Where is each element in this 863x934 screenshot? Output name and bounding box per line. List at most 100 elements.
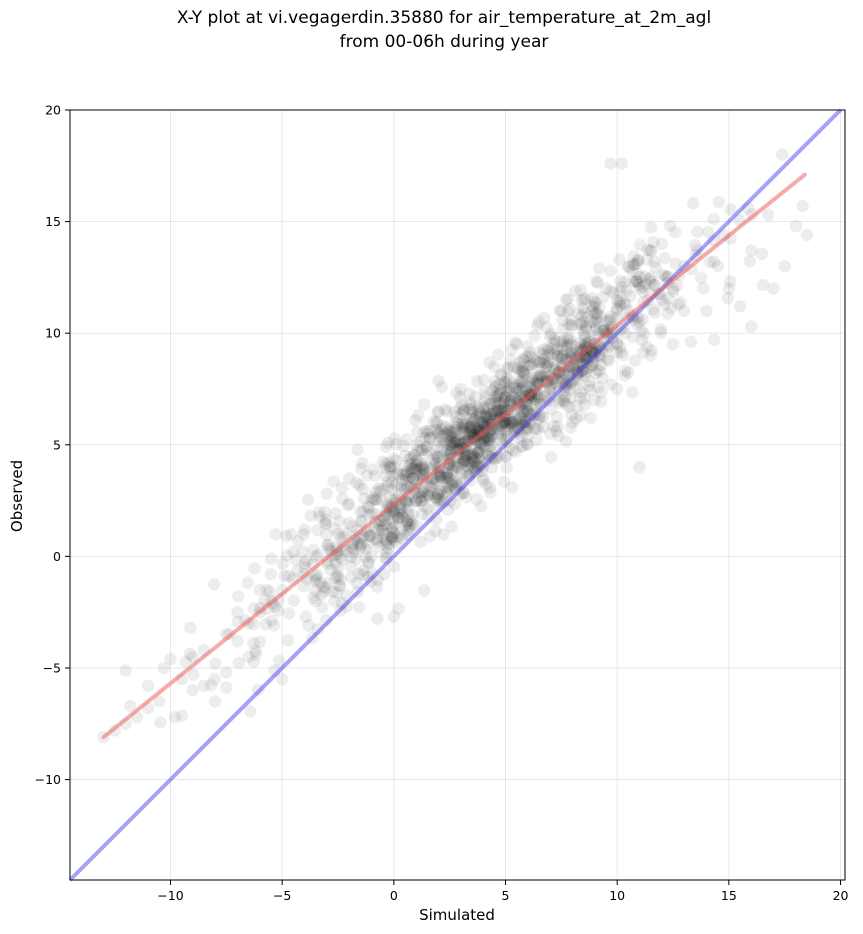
scatter-point <box>694 271 708 285</box>
scatter-point <box>380 551 393 564</box>
scatter-point <box>628 258 641 271</box>
scatter-point <box>557 335 570 348</box>
scatter-point <box>591 307 604 320</box>
scatter-point <box>644 221 658 234</box>
scatter-point <box>663 219 677 232</box>
scatter-point <box>269 527 282 541</box>
scatter-point <box>505 415 518 429</box>
scatter-point <box>745 320 758 333</box>
scatter-point <box>333 579 347 593</box>
scatter-point <box>500 372 514 385</box>
scatter-point <box>361 538 374 551</box>
scatter-point <box>590 275 603 288</box>
scatter-point <box>412 444 425 457</box>
scatter-point <box>409 495 423 508</box>
scatter-point <box>339 527 353 540</box>
scatter-point <box>460 448 473 461</box>
scatter-point <box>432 488 445 501</box>
scatter-point <box>529 408 542 422</box>
scatter-point <box>461 459 474 473</box>
scatter-point <box>516 405 529 418</box>
scatter-point <box>576 316 590 329</box>
scatter-point <box>384 460 397 473</box>
scatter-point <box>610 294 624 307</box>
scatter-point <box>477 395 491 408</box>
scatter-point <box>470 422 484 436</box>
scatter-point <box>571 369 584 383</box>
scatter-point <box>466 461 479 475</box>
scatter-point <box>656 268 669 281</box>
scatter-point <box>558 381 572 394</box>
scatter-point <box>610 336 624 349</box>
scatter-point <box>378 462 392 475</box>
scatter-point <box>484 486 497 499</box>
scatter-point <box>586 359 599 372</box>
scatter-point <box>370 532 384 545</box>
scatter-point <box>514 356 527 369</box>
scatter-point <box>555 349 568 363</box>
scatter-point <box>544 327 558 340</box>
scatter-point <box>208 578 221 591</box>
scatter-point <box>619 364 632 377</box>
scatter-point <box>425 480 438 494</box>
scatter-point <box>688 238 702 252</box>
scatter-point <box>334 550 347 564</box>
scatter-point <box>733 300 747 313</box>
scatter-point <box>362 555 375 569</box>
scatter-point <box>472 415 485 428</box>
scatter-point <box>417 485 430 498</box>
scatter-point <box>549 335 563 348</box>
scatter-point <box>493 396 506 410</box>
scatter-point <box>415 458 429 471</box>
scatter-point <box>443 483 456 496</box>
scatter-point <box>589 320 603 333</box>
scatter-point <box>466 406 480 420</box>
scatter-point <box>587 350 600 363</box>
scatter-point <box>531 374 544 388</box>
scatter-point <box>505 343 518 356</box>
scatter-point <box>157 661 170 675</box>
scatter-point <box>633 238 647 252</box>
scatter-point <box>520 351 533 364</box>
scatter-point <box>330 568 344 582</box>
scatter-point <box>564 338 577 351</box>
scatter-point <box>421 502 434 515</box>
scatter-point <box>416 484 430 497</box>
scatter-point <box>423 425 436 438</box>
scatter-point <box>432 495 445 508</box>
scatter-point <box>468 413 481 427</box>
scatter-point <box>473 459 487 472</box>
scatter-point <box>503 417 516 430</box>
scatter-point <box>232 656 245 670</box>
scatter-point <box>594 310 607 323</box>
scatter-point <box>501 430 514 444</box>
scatter-point <box>386 469 399 482</box>
scatter-point <box>220 681 233 694</box>
scatter-point <box>591 276 604 289</box>
scatter-point <box>401 517 414 530</box>
scatter-point <box>500 450 513 463</box>
scatter-point <box>505 416 519 429</box>
scatter-point <box>397 468 410 481</box>
scatter-point <box>231 635 244 648</box>
scatter-point <box>755 247 769 261</box>
scatter-point <box>462 469 475 482</box>
x-tick-label: 0 <box>390 888 398 903</box>
scatter-point <box>403 459 417 472</box>
scatter-point <box>415 494 428 507</box>
scatter-point <box>488 375 501 388</box>
scatter-point <box>563 384 577 397</box>
scatter-point <box>618 296 631 309</box>
scatter-point <box>511 421 524 435</box>
scatter-point <box>633 281 647 295</box>
scatter-point <box>485 384 498 397</box>
scatter-point <box>420 443 433 457</box>
scatter-point <box>416 507 429 521</box>
scatter-point <box>314 588 328 602</box>
scatter-point <box>528 421 541 435</box>
scatter-point <box>366 566 379 580</box>
scatter-point <box>422 489 435 502</box>
scatter-point <box>362 508 376 521</box>
scatter-point <box>455 417 468 430</box>
scatter-point <box>281 634 295 647</box>
